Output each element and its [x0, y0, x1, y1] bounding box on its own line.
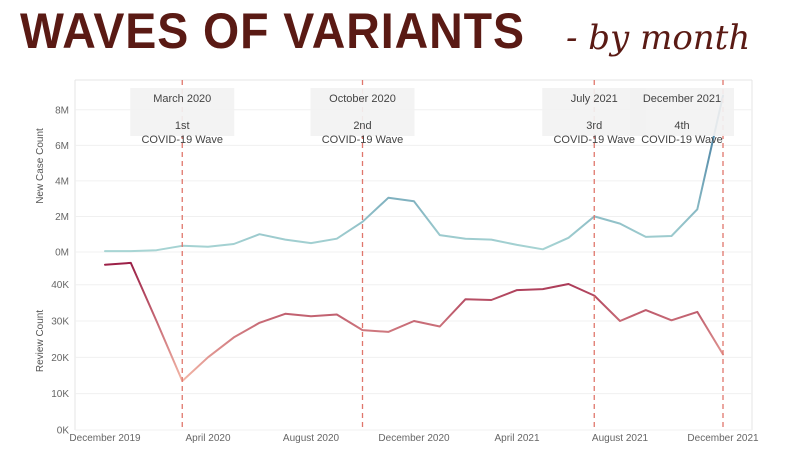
y-tick-label: 2M: [55, 212, 69, 223]
wave-month-label: March 2020: [153, 93, 211, 105]
y-tick-label: 0K: [57, 426, 70, 437]
wave-ordinal-label: 3rd: [586, 120, 602, 132]
wave-text-label: COVID-19 Wave: [553, 134, 635, 146]
wave-annotation-box: [310, 88, 415, 136]
y-axis-title: New Case Count: [35, 128, 46, 204]
x-tick-label: December 2020: [378, 433, 450, 444]
wave-annotation-box: [542, 88, 647, 136]
y-tick-label: 6M: [55, 141, 69, 152]
wave-text-label: COVID-19 Wave: [322, 134, 404, 146]
x-tick-label: December 2021: [687, 433, 759, 444]
wave-month-label: October 2020: [329, 93, 396, 105]
y-tick-label: 30K: [51, 317, 69, 328]
page-title: WAVES OF VARIANTS: [20, 3, 525, 59]
wave-text-label: COVID-19 Wave: [141, 134, 223, 146]
y-tick-label: 4M: [55, 176, 69, 187]
wave-month-label: July 2021: [571, 93, 618, 105]
x-tick-label: December 2019: [69, 433, 141, 444]
y-axis-title: Review Count: [35, 310, 46, 372]
series-line: [104, 94, 724, 253]
x-tick-label: August 2020: [283, 433, 340, 444]
x-tick-label: April 2021: [494, 433, 539, 444]
wave-ordinal-label: 1st: [175, 120, 190, 132]
series-line: [104, 261, 724, 382]
wave-month-label: December 2021: [643, 93, 721, 105]
wave-ordinal-label: 4th: [674, 120, 689, 132]
page-subtitle: - by month: [566, 18, 751, 58]
y-tick-label: 40K: [51, 280, 69, 291]
wave-ordinal-label: 2nd: [353, 120, 371, 132]
y-tick-label: 10K: [51, 389, 69, 400]
wave-annotation-box: [630, 88, 734, 136]
wave-text-label: COVID-19 Wave: [641, 134, 723, 146]
y-tick-label: 20K: [51, 353, 69, 364]
y-tick-label: 8M: [55, 105, 69, 116]
x-tick-label: August 2021: [592, 433, 649, 444]
wave-annotation-box: [130, 88, 235, 136]
y-tick-label: 0M: [55, 248, 69, 259]
x-tick-label: April 2020: [185, 433, 230, 444]
